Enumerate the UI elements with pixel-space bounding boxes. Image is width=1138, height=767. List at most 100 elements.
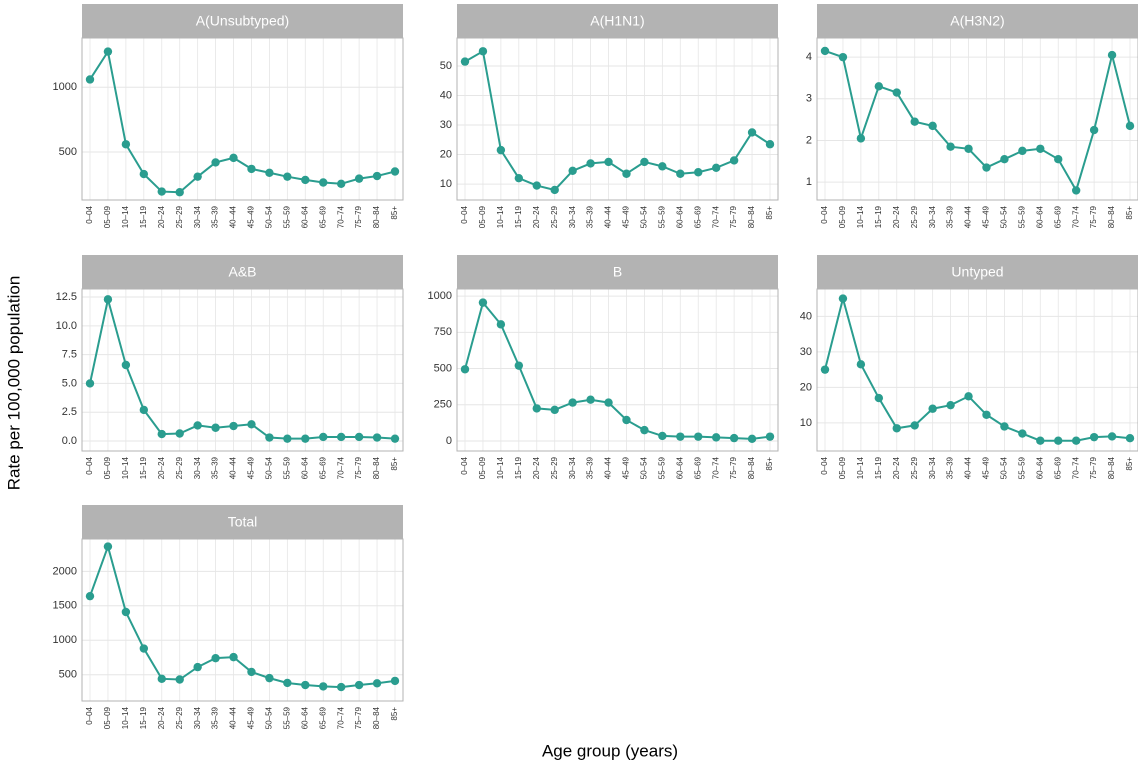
point [283,678,292,688]
point [532,404,541,413]
point [265,433,274,442]
point [247,667,256,677]
x-tick-label: 05–09 [478,205,487,228]
y-tick-label: 10.0 [56,320,77,332]
x-tick-label: 15–19 [139,706,148,729]
y-tick-label: 2000 [53,565,77,577]
x-tick-label: 60–64 [675,205,684,228]
point [928,121,937,131]
point [820,46,830,56]
point [729,433,739,443]
x-tick-label: 35–39 [586,205,595,228]
x-tick-label: 10–14 [856,456,865,479]
point [946,400,955,410]
strip [457,4,778,38]
y-tick-label: 250 [434,399,452,411]
point [1018,429,1027,438]
point [211,653,220,663]
panel-title: Total [228,514,258,530]
point [229,652,238,662]
panel-title: A&B [228,264,256,280]
line [464,300,771,440]
point [640,425,649,435]
point [622,415,631,425]
point [568,398,577,407]
point [175,429,184,438]
point [121,360,131,370]
y-tick-label: 20 [440,148,452,160]
x-tick-label: 15–19 [139,205,148,228]
x-tick-label: 30–34 [928,456,937,479]
x-tick-label: 20–24 [532,456,541,479]
x-tick-label: 55–59 [282,456,291,479]
point [319,682,328,691]
line [89,299,396,440]
x-tick-label: 25–29 [910,456,919,479]
x-tick-label: 0–04 [85,706,94,724]
x-tick-label: 70–74 [711,205,720,228]
x-tick-label: 10–14 [496,205,505,228]
point [193,662,202,672]
x-tick-label: 35–39 [946,205,955,228]
point [658,431,667,441]
x-tick-label: 50–54 [640,456,649,479]
x-tick-label: 55–59 [1017,205,1026,228]
point [1018,146,1027,156]
point [982,410,991,419]
x-tick-label: 65–69 [693,456,702,479]
x-tick-label: 60–64 [300,205,309,228]
x-tick-label: 20–24 [157,456,166,479]
point [1125,121,1135,131]
y-tick-label: 5.0 [62,377,77,389]
point [193,421,202,430]
point [765,140,775,149]
point [856,134,866,143]
point [319,178,328,187]
y-tick-label: 2.5 [62,406,77,418]
point [372,679,382,688]
point [910,421,919,430]
x-tick-label: 20–24 [157,205,166,228]
x-tick-label: 65–69 [318,706,327,729]
y-tick-label: 40 [800,310,812,322]
x-tick-label: 80–84 [1107,456,1116,479]
x-tick-label: 05–09 [838,456,847,479]
x-tick-label: 15–19 [139,456,148,479]
y-tick-label: 7.5 [62,349,77,361]
x-tick-label: 75–79 [1089,456,1098,479]
point [532,181,541,190]
y-tick-label: 500 [59,669,77,681]
point [139,169,149,179]
point [354,680,364,690]
y-tick-label: 2 [806,134,812,146]
point [640,157,649,167]
point [139,405,149,415]
point [820,365,830,374]
point [265,168,274,177]
point [478,47,488,56]
y-tick-label: 3 [806,93,812,105]
point [765,432,775,441]
x-tick-label: 60–64 [675,456,684,479]
point [1107,432,1117,441]
x-tick-label: 30–34 [928,205,937,228]
x-tick-label: 20–24 [532,205,541,228]
x-tick-label: 80–84 [372,456,381,479]
point [390,676,400,686]
x-tick-label: 65–69 [318,456,327,479]
point [336,179,346,188]
x-tick-label: 55–59 [657,456,666,479]
point [568,166,577,175]
point [1089,125,1099,135]
point [121,607,131,617]
x-tick-label: 10–14 [496,456,505,479]
point [211,423,220,432]
y-tick-label: 10 [440,178,452,190]
point [622,169,631,178]
y-tick-label: 1500 [53,600,77,612]
point [676,432,685,441]
x-tick-label: 20–24 [157,706,166,729]
panel-border [456,288,779,452]
y-tick-label: 500 [59,146,77,158]
x-tick-label: 10–14 [856,205,865,228]
